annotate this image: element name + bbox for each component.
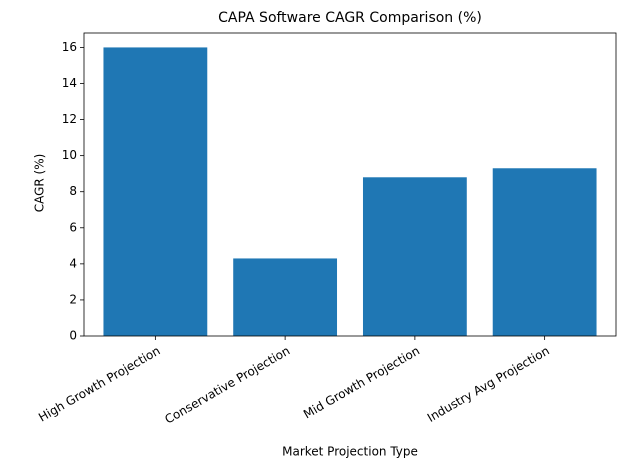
- y-tick-label: 14: [62, 76, 77, 90]
- y-tick-label: 12: [62, 112, 77, 126]
- chart-title: CAPA Software CAGR Comparison (%): [218, 10, 482, 26]
- y-tick-label: 8: [69, 184, 77, 198]
- x-tick-label: High Growth Projection: [36, 344, 162, 425]
- y-tick-label: 16: [62, 40, 77, 54]
- x-tick-label: Industry Avg Projection: [425, 344, 552, 425]
- bar: [233, 258, 338, 336]
- y-tick-label: 0: [69, 329, 77, 343]
- bar: [362, 177, 467, 336]
- x-tick-label: Conservative Projection: [162, 344, 292, 427]
- y-tick-label: 10: [62, 148, 77, 162]
- y-axis-label: CAGR (%): [33, 154, 47, 213]
- x-tick-label: Mid Growth Projection: [301, 344, 422, 422]
- y-tick-label: 6: [69, 220, 77, 234]
- bar: [103, 47, 208, 337]
- plot-frame: [83, 32, 617, 337]
- bar: [492, 168, 597, 336]
- x-axis-label: Market Projection Type: [282, 445, 418, 459]
- y-tick-label: 2: [69, 292, 77, 306]
- y-tick-label: 4: [69, 256, 77, 270]
